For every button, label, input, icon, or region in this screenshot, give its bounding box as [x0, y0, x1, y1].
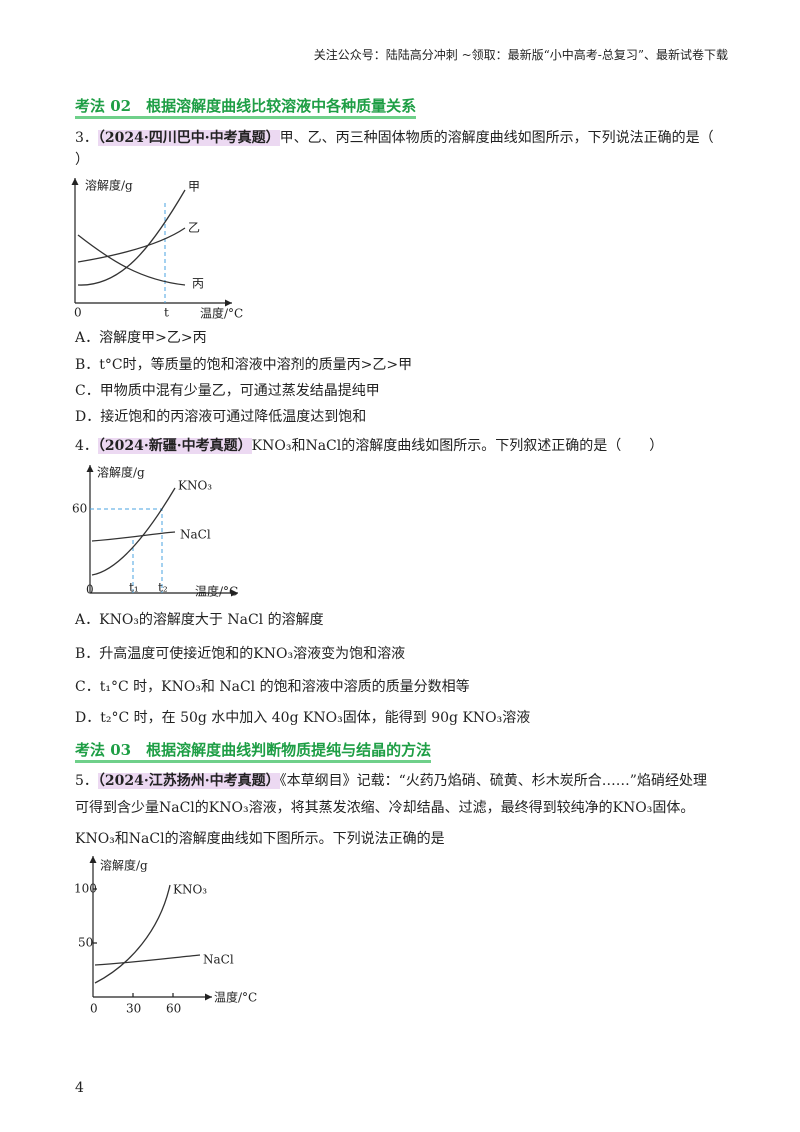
- q-stem: KNO₃和NaCl的溶解度曲线如下图所示。下列说法正确的是: [75, 831, 445, 847]
- q-number: 4．: [75, 438, 98, 454]
- curve: [77, 234, 186, 286]
- tick: 30: [126, 1002, 141, 1016]
- tick: 50: [78, 936, 93, 950]
- tick: t: [164, 306, 169, 320]
- option: D．接近饱和的丙溶液可通过降低温度达到饱和: [75, 409, 367, 425]
- curve: [91, 531, 176, 542]
- figure: 溶解度/g 温度/°C 0 60 t₁ t₂ KNO₃ NaCl: [72, 465, 238, 599]
- axis-label: 溶解度/g: [100, 858, 148, 873]
- q-stem: 可得到含少量NaCl的KNO₃溶液，将其蒸发浓缩、冷却结晶、过滤，最终得到较纯净…: [75, 800, 695, 816]
- curve-label: 甲: [188, 180, 200, 194]
- tick-mark: [93, 888, 174, 997]
- page-number: 4: [75, 1080, 84, 1096]
- option: C．t₁°C 时，KNO₃和 NaCl 的饱和溶液中溶质的质量分数相等: [75, 679, 470, 695]
- option: A．溶解度甲>乙>丙: [75, 330, 207, 346]
- guide: [90, 508, 163, 593]
- q-source: （2024·四川巴中·中考真题）: [97, 130, 280, 146]
- section-title: 考法 02 根据溶解度曲线比较溶液中各种质量关系: [75, 96, 417, 119]
- tick: 60: [166, 1002, 181, 1016]
- q-source: （2024·新疆·中考真题）: [97, 438, 252, 454]
- curve: [94, 954, 201, 966]
- q-source: （2024·江苏扬州·中考真题）: [97, 773, 280, 789]
- option: B．升高温度可使接近饱和的KNO₃溶液变为饱和溶液: [75, 646, 406, 662]
- axis-label: 溶解度/g: [97, 465, 145, 480]
- figure: 溶解度/g 温度/°C 100 50 0 30 60 KNO₃ NaCl: [74, 856, 257, 1016]
- option: A．KNO₃的溶解度大于 NaCl 的溶解度: [75, 612, 324, 628]
- header: 关注公众号：陆陆高分冲刺 ~领取：最新版“小中高考-总复习”、最新试卷下载: [313, 48, 728, 62]
- option: C．甲物质中混有少量乙，可通过蒸发结晶提纯甲: [75, 383, 380, 399]
- origin: 0: [86, 583, 94, 597]
- q-number: 3．: [75, 130, 98, 146]
- tick: 0: [90, 1002, 98, 1016]
- tick: 100: [74, 882, 97, 896]
- option: B．t°C时，等质量的饱和溶液中溶剂的质量丙>乙>甲: [75, 357, 413, 373]
- curve: [77, 227, 186, 263]
- question: 5．（2024·江苏扬州·中考真题）《本草纲目》记载：“火药乃焰硝、硫黄、杉木炭…: [75, 772, 707, 790]
- figure: 溶解度/g 温度/°C 0 t 甲 乙 丙: [71, 178, 243, 321]
- axis-label: 温度/°C: [195, 584, 238, 599]
- curve: [77, 189, 186, 286]
- origin: 0: [74, 306, 82, 320]
- question: 3．（2024·四川巴中·中考真题）甲、乙、丙三种固体物质的溶解度曲线如图所示，…: [75, 129, 714, 147]
- axis-label: 溶解度/g: [85, 178, 133, 193]
- q-stem: 《本草纲目》记载：“火药乃焰硝、硫黄、杉木炭所合……”焰硝经处理: [279, 773, 707, 789]
- curve-label: 丙: [192, 277, 204, 291]
- curve-label: KNO₃: [173, 883, 207, 897]
- tick: t₁: [129, 581, 139, 595]
- curve: [91, 487, 176, 576]
- tick: 60: [72, 502, 87, 516]
- axis-label: 温度/°C: [214, 990, 257, 1005]
- curve-label: 乙: [188, 221, 200, 235]
- q-stem: KNO₃和NaCl的溶解度曲线如图所示。下列叙述正确的是（ ）: [251, 438, 664, 454]
- axis-label: 温度/°C: [200, 306, 243, 321]
- curve-label: KNO₃: [178, 479, 212, 493]
- q-stem: 甲、乙、丙三种固体物质的溶解度曲线如图所示，下列说法正确的是（: [279, 130, 714, 146]
- question: 4．（2024·新疆·中考真题）KNO₃和NaCl的溶解度曲线如图所示。下列叙述…: [75, 437, 663, 455]
- curve-label: NaCl: [203, 953, 234, 967]
- q-number: 5．: [75, 773, 98, 789]
- section-title: 考法 03 根据溶解度曲线判断物质提纯与结晶的方法: [75, 740, 432, 763]
- curve: [94, 884, 171, 984]
- q-stem-end: ）: [75, 152, 89, 168]
- option: D．t₂°C 时，在 50g 水中加入 40g KNO₃固体，能得到 90g K…: [75, 710, 531, 726]
- curve-label: NaCl: [180, 528, 211, 542]
- tick: t₂: [158, 581, 168, 595]
